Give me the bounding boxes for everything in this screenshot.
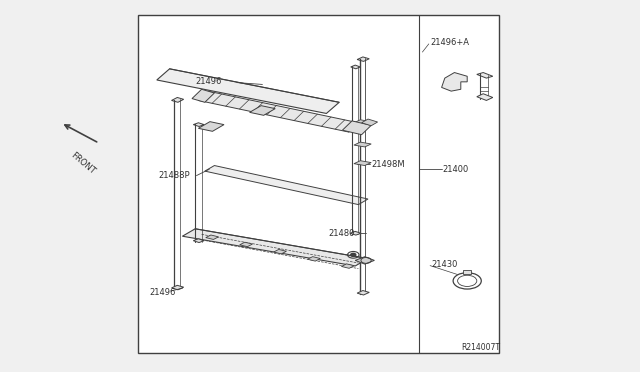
Polygon shape bbox=[355, 257, 374, 264]
Bar bbox=[138, 15, 499, 353]
Polygon shape bbox=[351, 65, 360, 69]
Polygon shape bbox=[354, 120, 371, 125]
Text: 21400: 21400 bbox=[443, 165, 469, 174]
Polygon shape bbox=[172, 285, 184, 290]
Text: FRONT: FRONT bbox=[69, 151, 97, 176]
Polygon shape bbox=[198, 122, 224, 131]
Polygon shape bbox=[274, 250, 287, 254]
Polygon shape bbox=[205, 166, 368, 205]
Polygon shape bbox=[357, 291, 369, 295]
Polygon shape bbox=[172, 97, 184, 102]
Text: 21480: 21480 bbox=[328, 229, 355, 238]
Text: 21496: 21496 bbox=[195, 77, 221, 86]
Text: 21496+A: 21496+A bbox=[430, 38, 469, 47]
Circle shape bbox=[351, 253, 356, 256]
Polygon shape bbox=[477, 94, 493, 100]
Polygon shape bbox=[357, 57, 369, 61]
Text: 21430: 21430 bbox=[431, 260, 458, 269]
Polygon shape bbox=[342, 121, 371, 135]
Polygon shape bbox=[350, 231, 361, 235]
Polygon shape bbox=[307, 257, 320, 261]
Polygon shape bbox=[157, 69, 339, 113]
Polygon shape bbox=[198, 91, 358, 132]
Polygon shape bbox=[362, 119, 378, 126]
Text: 21496: 21496 bbox=[149, 288, 175, 296]
Polygon shape bbox=[354, 161, 371, 166]
Polygon shape bbox=[342, 264, 355, 268]
Polygon shape bbox=[182, 229, 368, 266]
Polygon shape bbox=[463, 270, 471, 274]
Polygon shape bbox=[250, 106, 275, 115]
Polygon shape bbox=[477, 73, 493, 78]
Polygon shape bbox=[193, 123, 204, 126]
Text: 21488P: 21488P bbox=[159, 171, 190, 180]
Polygon shape bbox=[354, 142, 371, 147]
Polygon shape bbox=[206, 235, 219, 240]
Polygon shape bbox=[240, 242, 253, 247]
Text: R214007T: R214007T bbox=[461, 343, 500, 352]
Polygon shape bbox=[442, 73, 467, 91]
Polygon shape bbox=[193, 239, 204, 243]
Polygon shape bbox=[192, 89, 214, 102]
Text: 21498M: 21498M bbox=[371, 160, 405, 169]
